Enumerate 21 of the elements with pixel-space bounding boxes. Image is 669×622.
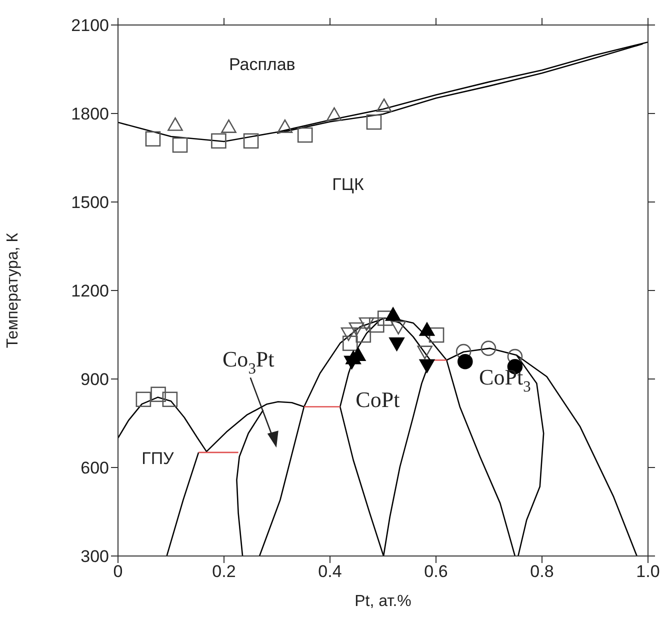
- annotation: CoPt: [356, 387, 400, 412]
- annotation: Co$_{3}$Pt: [222, 346, 274, 378]
- x-axis-title: Pt, ат.%: [354, 593, 412, 610]
- y-tick-label: 1200: [71, 282, 109, 301]
- x-tick-label: 0: [113, 562, 123, 582]
- annotation: ГЦК: [332, 175, 364, 194]
- y-tick-label: 1800: [71, 104, 109, 124]
- annotation: Расплав: [228, 55, 296, 74]
- x-tick-label: 0.8: [530, 562, 554, 582]
- y-tick-label: 1500: [71, 193, 109, 212]
- annotation: CoPt$_{3}$: [479, 364, 532, 396]
- y-axis-title: Температура, К: [4, 232, 22, 348]
- y-tick-label: 600: [80, 458, 109, 478]
- x-tick-label: 0.4: [318, 562, 342, 582]
- annotation: ГПУ: [142, 449, 174, 468]
- y-tick-label: 2100: [71, 16, 109, 36]
- y-tick-label: 300: [80, 547, 109, 566]
- x-tick-label: 1.0: [636, 562, 660, 582]
- x-tick-label: 0.2: [212, 562, 236, 582]
- y-tick-label: 900: [80, 370, 109, 390]
- x-tick-label: 0.6: [424, 562, 448, 582]
